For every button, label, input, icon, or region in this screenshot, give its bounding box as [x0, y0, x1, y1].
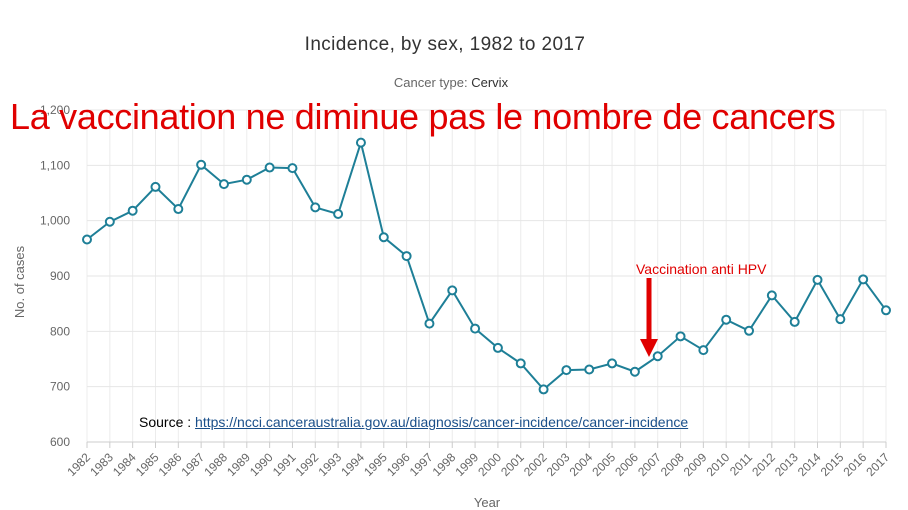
x-tick-label: 2006	[612, 450, 641, 479]
vaccination-annotation: Vaccination anti HPV	[636, 261, 767, 357]
y-tick-label: 1,200	[40, 103, 70, 117]
x-tick-label: 2014	[795, 450, 824, 479]
data-point	[82, 234, 92, 245]
data-point	[789, 316, 800, 327]
data-point	[652, 351, 663, 362]
source-line: Source : https://ncci.canceraustralia.go…	[139, 414, 688, 430]
x-tick-label: 1982	[64, 450, 93, 479]
x-tick-label: 1993	[315, 450, 344, 479]
data-point	[492, 342, 503, 353]
x-tick-label: 1984	[110, 450, 139, 479]
data-point	[515, 358, 526, 369]
data-point	[104, 216, 115, 227]
data-points	[82, 137, 891, 395]
x-tick-label: 1995	[361, 450, 390, 479]
y-tick-label: 1,100	[40, 158, 70, 172]
x-tick-label: 2003	[544, 450, 573, 479]
data-point	[127, 205, 138, 216]
data-point	[150, 181, 161, 192]
x-tick-label: 1985	[133, 450, 162, 479]
x-tick-label: 2009	[681, 450, 710, 479]
x-tick-label: 2013	[772, 450, 801, 479]
x-tick-label: 1989	[224, 450, 253, 479]
data-point	[766, 290, 777, 301]
data-point	[744, 325, 755, 336]
x-tick-label: 2004	[567, 450, 596, 479]
overlay-headline: La vaccination ne diminue pas le nombre …	[10, 96, 836, 137]
y-tick-label: 600	[50, 435, 70, 449]
x-tick-label: 2016	[841, 450, 870, 479]
data-point	[881, 305, 891, 316]
x-tick-label: 1988	[201, 450, 230, 479]
data-point	[447, 285, 458, 296]
data-point	[721, 314, 732, 325]
chart-subtitle: Cancer type: Cervix	[0, 75, 902, 90]
data-point	[607, 358, 618, 369]
y-axis-label: No. of cases	[12, 245, 27, 318]
horizontal-gridlines	[87, 109, 886, 443]
data-point	[310, 202, 321, 213]
x-tick-label: 1992	[293, 450, 322, 479]
x-tick-label: 1991	[270, 450, 299, 479]
x-tick-label: 1994	[338, 450, 367, 479]
x-tick-label: 2001	[498, 450, 527, 479]
data-point	[835, 314, 846, 325]
data-point	[858, 274, 869, 285]
x-tick-label: 2015	[818, 450, 847, 479]
data-point	[196, 159, 207, 170]
data-point	[333, 209, 344, 220]
x-tick-label: 1996	[384, 450, 413, 479]
data-point	[584, 364, 595, 375]
arrow-down-icon	[640, 339, 658, 357]
x-axis-label: Year	[474, 495, 501, 510]
data-point	[241, 174, 252, 185]
x-tick-label: 1998	[430, 450, 459, 479]
x-tick-label: 1999	[452, 450, 481, 479]
data-point	[264, 162, 275, 173]
data-point	[218, 179, 229, 190]
x-tick-label: 1987	[178, 450, 207, 479]
x-tick-label: 1986	[156, 450, 185, 479]
x-tick-label: 2007	[635, 450, 664, 479]
data-point	[355, 137, 366, 148]
y-tick-label: 700	[50, 380, 70, 394]
y-axis-ticks: 600 700 800 900 1,000 1,100 1,200	[40, 103, 70, 449]
x-tick-label: 2008	[658, 450, 687, 479]
source-link[interactable]: https://ncci.canceraustralia.gov.au/diag…	[195, 414, 689, 430]
subtitle-label: Cancer type:	[393, 75, 468, 90]
x-tick-label: 1983	[87, 450, 116, 479]
data-point	[561, 365, 572, 376]
x-tick-label: 2005	[589, 450, 618, 479]
x-axis-ticks: 1982198319841985198619871988198919901991…	[64, 442, 892, 479]
data-point	[538, 384, 549, 395]
x-tick-label: 2010	[704, 450, 733, 479]
data-point	[173, 204, 184, 215]
data-point	[401, 251, 412, 262]
data-point	[698, 345, 709, 356]
data-point	[812, 274, 823, 285]
x-tick-label: 2011	[727, 450, 755, 478]
x-tick-label: 1997	[407, 450, 436, 479]
x-tick-label: 1990	[247, 450, 276, 479]
y-tick-label: 900	[50, 269, 70, 283]
data-point	[675, 331, 686, 342]
data-point	[287, 163, 298, 174]
data-point	[470, 323, 481, 334]
x-tick-label: 2017	[863, 450, 892, 479]
annotation-label: Vaccination anti HPV	[636, 261, 767, 277]
x-tick-label: 2012	[749, 450, 778, 479]
x-tick-label: 2002	[521, 450, 550, 479]
data-point	[424, 318, 435, 329]
data-point	[629, 366, 640, 377]
y-tick-label: 800	[50, 324, 70, 338]
x-tick-label: 2000	[475, 450, 504, 479]
source-label: Source :	[139, 414, 192, 430]
y-tick-label: 1,000	[40, 214, 70, 228]
subtitle-value: Cervix	[471, 75, 509, 90]
data-point	[378, 232, 389, 243]
chart-title: Incidence, by sex, 1982 to 2017	[304, 34, 586, 55]
